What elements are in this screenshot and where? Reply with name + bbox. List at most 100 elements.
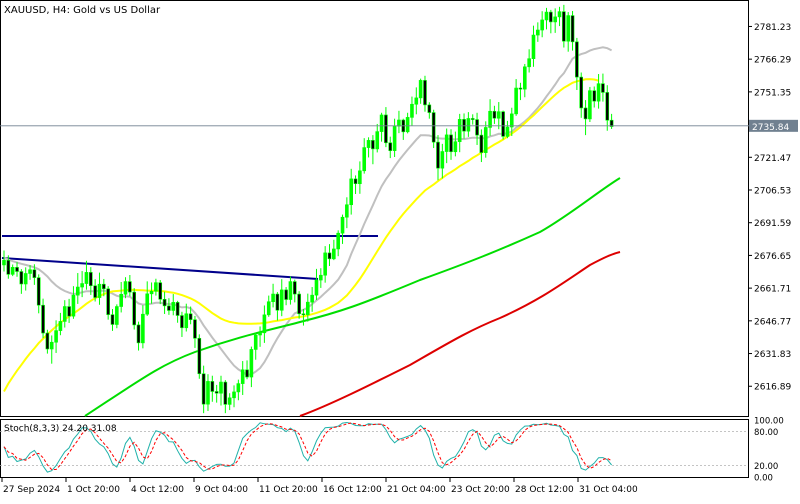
candle <box>405 112 410 134</box>
ma-red <box>299 251 621 417</box>
candle-body <box>527 58 531 68</box>
candle <box>384 107 388 148</box>
candle <box>562 4 566 48</box>
candle <box>466 112 471 137</box>
candle <box>444 128 449 164</box>
symbol-title: XAUUSD, H4: Gold vs US Dollar <box>4 5 161 16</box>
candles <box>2 4 614 414</box>
candle-body <box>180 315 184 329</box>
candle <box>514 79 518 116</box>
candle-body <box>271 293 275 303</box>
candle <box>149 282 154 304</box>
candle-body <box>36 277 41 306</box>
candle <box>557 6 562 27</box>
candle <box>297 291 301 319</box>
candle <box>167 298 171 315</box>
candle-body <box>106 288 110 315</box>
candle <box>154 278 158 296</box>
candle <box>110 308 115 331</box>
price-tick-label: 2631.83 <box>754 350 791 360</box>
candle <box>470 114 475 125</box>
candle <box>232 385 236 408</box>
candle-body <box>23 273 28 285</box>
candle <box>301 308 306 326</box>
candle <box>605 85 610 131</box>
time-tick-label: 31 Oct 04:00 <box>579 485 638 495</box>
stoch-tick-label: 100.00 <box>754 417 784 427</box>
candle <box>41 298 45 339</box>
candle <box>549 9 553 34</box>
descending-trendline <box>1 257 319 280</box>
candle <box>575 37 579 91</box>
candle-body <box>227 397 232 405</box>
candle-body <box>54 330 58 343</box>
price-axis: 2781.23 2766.29 2751.35 2721.47 2706.53 2691.… <box>748 23 791 393</box>
candle-body <box>49 341 54 350</box>
candle-body <box>418 80 423 99</box>
candle <box>67 298 71 323</box>
candle <box>388 136 393 159</box>
candle <box>214 384 219 403</box>
candle <box>522 63 527 98</box>
candle-body <box>162 299 167 307</box>
candle-body <box>167 305 171 311</box>
candle <box>518 82 523 101</box>
candle <box>253 332 258 360</box>
candle-body <box>149 290 154 295</box>
candle <box>566 12 571 52</box>
candle-body <box>544 11 549 21</box>
candle-body <box>236 383 241 393</box>
candle-body <box>115 306 119 325</box>
candle-body <box>62 306 67 322</box>
candle <box>553 8 557 33</box>
candle-body <box>119 293 123 307</box>
time-tick-label: 4 Oct 12:00 <box>131 485 184 495</box>
candle-body <box>536 29 540 36</box>
candle-body <box>132 291 136 326</box>
candle-body <box>110 314 115 325</box>
candle <box>279 279 284 317</box>
candle-body <box>319 274 323 281</box>
candle-body <box>32 269 37 278</box>
candle <box>171 294 176 316</box>
candle <box>245 360 249 380</box>
candle <box>2 250 6 272</box>
candle <box>336 230 340 257</box>
candle-body <box>505 126 510 137</box>
candle <box>58 312 63 336</box>
candle-body <box>214 391 219 394</box>
price-tick-label: 2616.89 <box>754 383 791 393</box>
candle <box>501 110 505 140</box>
candle-body <box>158 282 163 300</box>
candle-body <box>531 34 536 60</box>
candle <box>106 286 110 320</box>
candle-body <box>75 286 80 296</box>
candle <box>509 107 514 136</box>
candle <box>197 334 202 379</box>
candle <box>93 279 97 302</box>
candle-body <box>80 283 84 288</box>
time-tick-label: 27 Sep 2024 <box>3 485 60 495</box>
current-price-box <box>749 119 798 132</box>
candle <box>449 129 453 160</box>
candle-body <box>449 134 453 153</box>
candle <box>262 305 267 343</box>
candle-body <box>479 134 484 153</box>
candle <box>305 293 310 322</box>
candle <box>423 75 427 112</box>
candle <box>314 268 319 300</box>
trend-lines <box>1 235 378 280</box>
candle-body <box>475 119 479 136</box>
candle <box>570 10 575 51</box>
candle-body <box>427 104 432 113</box>
candle <box>496 102 501 130</box>
candle-body <box>188 313 193 320</box>
candle-body <box>440 151 445 169</box>
candle <box>371 135 375 165</box>
candle-body <box>492 110 497 119</box>
time-tick-label: 9 Oct 04:00 <box>195 485 248 495</box>
candle <box>410 96 414 126</box>
